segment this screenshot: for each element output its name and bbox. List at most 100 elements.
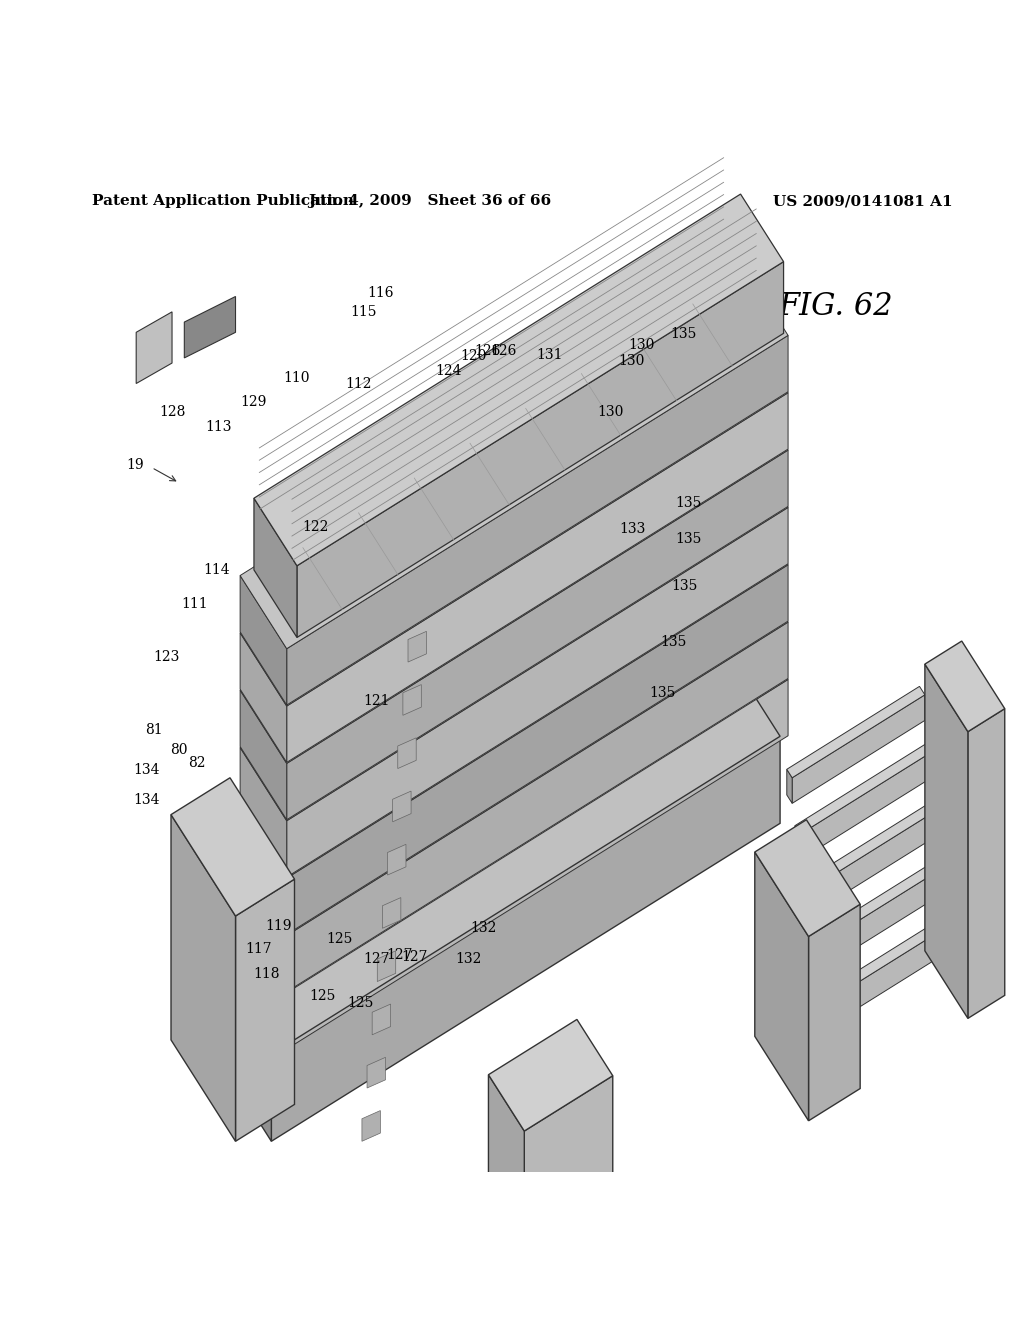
Polygon shape (240, 862, 287, 991)
Text: 120: 120 (460, 348, 486, 363)
Polygon shape (817, 863, 949, 973)
Text: 114: 114 (204, 562, 230, 577)
Polygon shape (803, 799, 941, 891)
Text: 110: 110 (284, 371, 310, 385)
Text: 119: 119 (265, 919, 292, 933)
Polygon shape (488, 1074, 524, 1265)
Text: Patent Application Publication: Patent Application Publication (92, 194, 354, 209)
Text: US 2009/0141081 A1: US 2009/0141081 A1 (773, 194, 952, 209)
Text: 132: 132 (456, 952, 482, 966)
Polygon shape (801, 751, 933, 859)
Text: 123: 123 (154, 649, 180, 664)
Text: 121: 121 (364, 694, 390, 708)
Text: 135: 135 (649, 686, 676, 700)
Polygon shape (171, 777, 295, 916)
Polygon shape (287, 393, 788, 763)
Polygon shape (240, 434, 788, 821)
Text: 130: 130 (618, 354, 645, 368)
Polygon shape (382, 898, 400, 928)
Polygon shape (240, 319, 788, 706)
Polygon shape (271, 737, 780, 1142)
Polygon shape (925, 664, 968, 1019)
Polygon shape (184, 297, 236, 358)
Text: 126: 126 (474, 343, 501, 358)
Text: 122: 122 (302, 520, 329, 533)
Polygon shape (524, 1076, 612, 1265)
Text: 129: 129 (241, 395, 267, 409)
Polygon shape (809, 808, 941, 916)
Text: 135: 135 (671, 579, 697, 593)
Text: 130: 130 (628, 338, 654, 351)
Polygon shape (819, 994, 825, 1028)
Text: 126: 126 (490, 343, 517, 358)
Text: 135: 135 (675, 496, 701, 511)
Polygon shape (136, 312, 172, 384)
Polygon shape (254, 194, 783, 566)
Polygon shape (392, 791, 411, 822)
Polygon shape (240, 576, 287, 705)
Polygon shape (377, 950, 395, 982)
Polygon shape (397, 738, 416, 768)
Polygon shape (968, 709, 1005, 1019)
Polygon shape (819, 912, 957, 1003)
Polygon shape (361, 1110, 380, 1142)
Polygon shape (240, 690, 287, 820)
Polygon shape (795, 743, 933, 834)
Polygon shape (254, 498, 297, 638)
Polygon shape (408, 631, 426, 663)
Polygon shape (287, 507, 788, 876)
Polygon shape (402, 685, 421, 715)
Text: 135: 135 (675, 532, 701, 546)
Polygon shape (297, 261, 783, 638)
Polygon shape (240, 606, 788, 993)
Polygon shape (803, 882, 809, 916)
Text: 124: 124 (435, 364, 462, 379)
Polygon shape (240, 549, 788, 936)
Text: 135: 135 (660, 635, 687, 648)
Text: 127: 127 (364, 952, 390, 966)
Polygon shape (786, 686, 925, 777)
Text: Jun. 4, 2009   Sheet 36 of 66: Jun. 4, 2009 Sheet 36 of 66 (308, 194, 552, 209)
Text: 130: 130 (597, 405, 624, 420)
Polygon shape (171, 814, 236, 1142)
Polygon shape (287, 622, 788, 991)
Text: 131: 131 (537, 348, 563, 362)
Text: 112: 112 (345, 376, 372, 391)
Polygon shape (236, 879, 295, 1142)
Polygon shape (214, 647, 780, 1055)
Polygon shape (367, 1057, 385, 1088)
Text: 19: 19 (126, 458, 144, 473)
Polygon shape (240, 263, 788, 648)
Polygon shape (825, 920, 957, 1028)
Text: 118: 118 (253, 968, 280, 981)
Polygon shape (811, 855, 949, 946)
Polygon shape (214, 964, 271, 1142)
Text: 111: 111 (181, 597, 208, 611)
Text: 127: 127 (401, 950, 428, 964)
Text: 80: 80 (170, 743, 188, 758)
Text: 81: 81 (144, 722, 163, 737)
Text: 115: 115 (350, 305, 377, 319)
Text: 125: 125 (327, 932, 353, 945)
Polygon shape (755, 820, 860, 936)
Polygon shape (287, 565, 788, 935)
Polygon shape (240, 632, 287, 763)
Polygon shape (287, 680, 788, 1049)
Text: 125: 125 (347, 997, 374, 1010)
Polygon shape (240, 491, 788, 878)
Text: 125: 125 (309, 989, 336, 1003)
Polygon shape (240, 920, 287, 1049)
Polygon shape (387, 845, 406, 875)
Polygon shape (809, 904, 860, 1121)
Text: 134: 134 (133, 763, 160, 776)
Text: 127: 127 (386, 948, 413, 962)
Text: 116: 116 (368, 286, 394, 301)
Text: 82: 82 (187, 756, 206, 771)
Text: 133: 133 (620, 521, 646, 536)
Polygon shape (488, 1019, 612, 1131)
Polygon shape (287, 450, 788, 820)
Polygon shape (755, 851, 809, 1121)
Polygon shape (372, 1005, 390, 1035)
Polygon shape (240, 378, 788, 763)
Polygon shape (793, 694, 925, 804)
